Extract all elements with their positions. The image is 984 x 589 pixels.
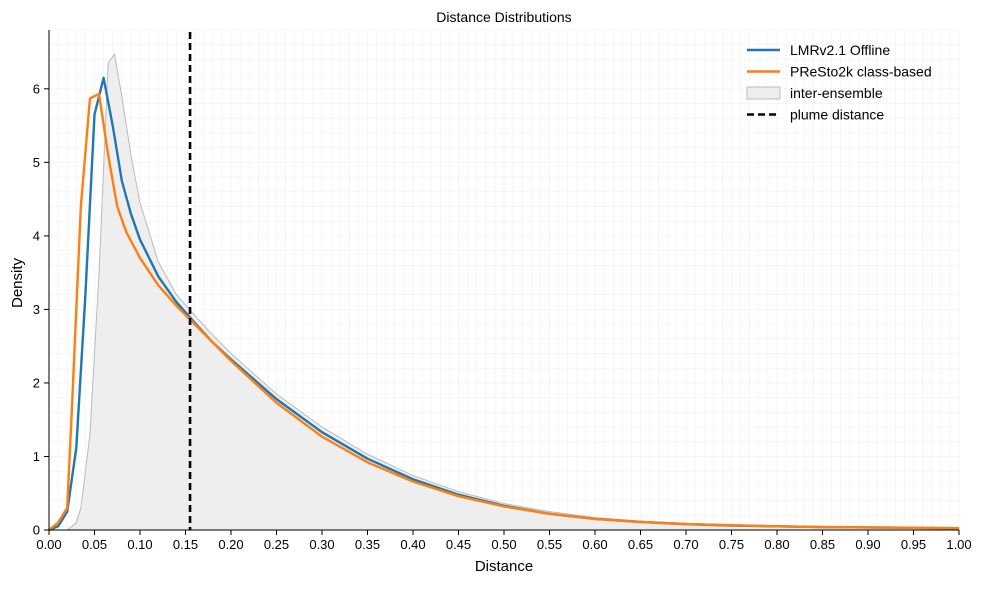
x-tick-label: 0.20 <box>218 537 243 552</box>
x-tick-label: 0.65 <box>628 537 653 552</box>
legend: LMRv2.1 Offline PReSto2k class-based inter… <box>746 42 932 123</box>
y-tick-label: 4 <box>33 228 40 243</box>
x-tick-label: 0.05 <box>82 537 107 552</box>
x-tick-label: 0.25 <box>264 537 289 552</box>
series-layer <box>48 76 960 532</box>
y-axis-label: Density <box>9 257 26 308</box>
x-tick-label: 1.00 <box>946 537 971 552</box>
x-tick-label: 0.70 <box>673 537 698 552</box>
x-tick-label: 0.90 <box>855 537 880 552</box>
x-tick-label: 0.55 <box>537 537 562 552</box>
x-tick-label: 0.95 <box>901 537 926 552</box>
legend-item-inter-ensemble-label: inter-ensemble <box>790 85 883 101</box>
legend-item-inter-ensemble-swatch <box>746 86 781 100</box>
x-tick-label: 0.75 <box>719 537 744 552</box>
x-tick-label: 0.45 <box>446 537 471 552</box>
y-tick-label: 6 <box>33 81 40 96</box>
y-tick-label: 3 <box>33 302 40 317</box>
chart-title: Distance Distributions <box>436 9 571 25</box>
x-tick-label: 0.50 <box>491 537 516 552</box>
y-tick-label: 2 <box>33 375 40 390</box>
y-tick-label: 1 <box>33 449 40 464</box>
x-tick-label: 0.30 <box>309 537 334 552</box>
x-tick-label: 0.85 <box>810 537 835 552</box>
y-tick-label: 0 <box>33 523 40 538</box>
x-tick-label: 0.60 <box>582 537 607 552</box>
y-tick-label: 5 <box>33 155 40 170</box>
x-tick-label: 0.40 <box>400 537 425 552</box>
x-axis-label: Distance <box>475 558 533 575</box>
legend-item-presto2k-class-based-label: PReSto2k class-based <box>790 64 932 80</box>
legend-item-lmrv21-offline-label: LMRv2.1 Offline <box>790 42 890 58</box>
x-tick-label: 0.15 <box>173 537 198 552</box>
series-line-presto2k-class-based <box>48 92 960 531</box>
legend-item-plume-distance-label: plume distance <box>790 107 884 123</box>
x-tick-label: 0.80 <box>764 537 789 552</box>
x-tick-label: 0.35 <box>355 537 380 552</box>
tick-labels: 0.00 0.05 0.10 0.15 0.20 0.25 0.30 0.35 0.40 0.45… <box>33 81 972 552</box>
x-tick-label: 0.10 <box>127 537 152 552</box>
x-tick-label: 0.00 <box>36 537 61 552</box>
